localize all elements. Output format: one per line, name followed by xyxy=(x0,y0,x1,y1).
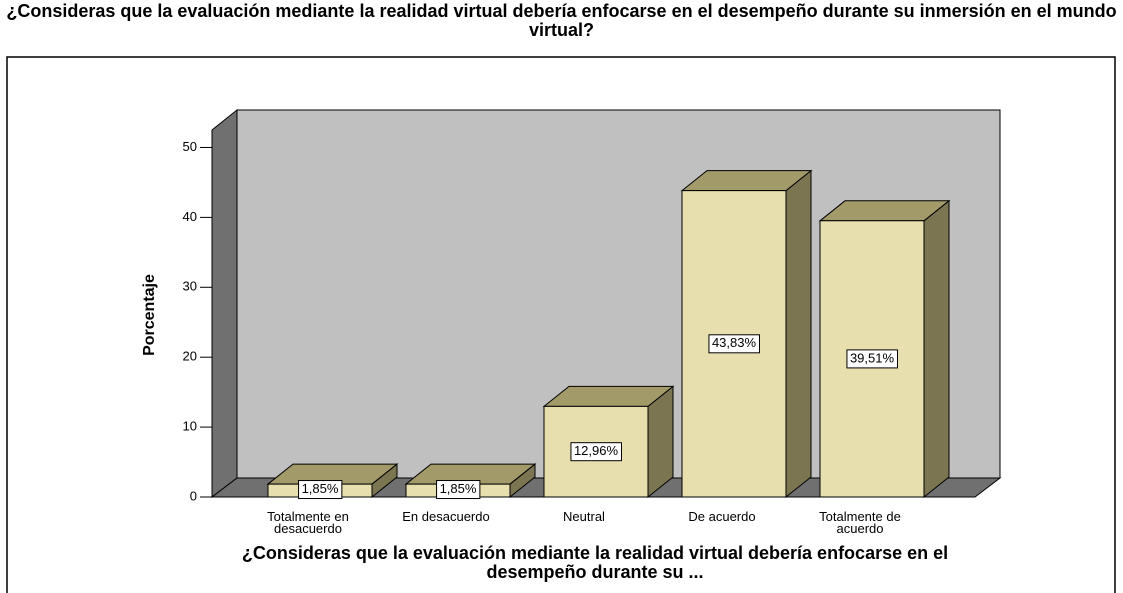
x-tick-label: Neutral xyxy=(563,509,605,524)
frame xyxy=(6,56,1116,593)
y-tick-label: 10 xyxy=(183,419,197,434)
left-wall xyxy=(211,108,238,499)
value-label: 43,83% xyxy=(712,335,757,350)
y-tick-label: 20 xyxy=(183,349,197,364)
x-tick-label: En desacuerdo xyxy=(402,509,490,524)
bar xyxy=(818,199,951,499)
value-label: 1,85% xyxy=(302,481,339,496)
value-label-box xyxy=(570,442,622,462)
bar xyxy=(404,463,537,499)
bar-side xyxy=(785,169,812,499)
value-label: 1,85% xyxy=(440,481,477,496)
chart-title: ¿Consideras que la evaluación mediante l… xyxy=(6,1,1117,40)
value-label-box xyxy=(298,480,343,500)
x-tick-label: De acuerdo xyxy=(688,509,756,524)
value-label-box xyxy=(708,334,760,354)
y-tick-label: 50 xyxy=(183,139,197,154)
y-tick-label: 40 xyxy=(183,209,197,224)
x-axis-label: ¿Consideras que la evaluación mediante l… xyxy=(241,543,949,582)
bar-side xyxy=(923,199,950,499)
x-tick-label: Totalmente de acuerdo xyxy=(819,509,901,536)
y-axis-label: Porcentaje xyxy=(141,274,158,356)
y-tick-label: 30 xyxy=(183,279,197,294)
bar xyxy=(542,385,675,499)
value-label: 39,51% xyxy=(850,350,895,365)
value-label: 12,96% xyxy=(574,443,619,458)
value-label-box xyxy=(436,480,481,500)
y-tick-label: 0 xyxy=(190,488,197,503)
bar xyxy=(680,169,813,499)
x-tick-label: Totalmente en desacuerdo xyxy=(267,509,349,536)
value-label-box xyxy=(846,349,898,369)
